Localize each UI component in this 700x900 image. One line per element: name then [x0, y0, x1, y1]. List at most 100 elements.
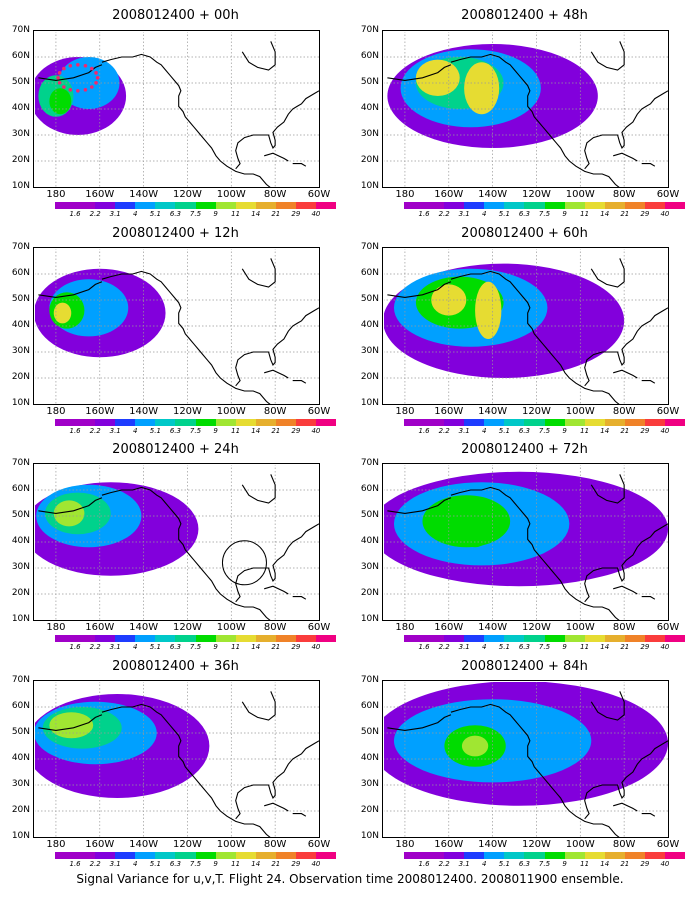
color-scale-swatch [444, 202, 465, 209]
color-scale-label: 21 [271, 860, 281, 868]
longitude-label: 100W [565, 839, 595, 850]
map-frame [33, 247, 320, 405]
color-scale-label: 14 [600, 210, 610, 218]
coastline [235, 307, 320, 387]
color-scale-label: 1.6 [69, 427, 81, 435]
latitude-label: 50N [360, 77, 379, 87]
longitude-label: 140W [478, 189, 508, 200]
color-scale-label: 4 [482, 210, 487, 218]
color-scale-swatch [115, 419, 136, 426]
coastline [584, 523, 669, 603]
color-scale-swatch [215, 852, 236, 859]
color-scale-label: 3.1 [458, 210, 470, 218]
longitude-label: 120W [172, 622, 202, 633]
latitude-label: 30N [360, 346, 379, 356]
coastline [590, 474, 625, 504]
color-scale-swatch [504, 635, 525, 642]
color-scale-swatch [484, 852, 505, 859]
color-scale-label: 7.5 [538, 427, 551, 435]
coastline [450, 53, 621, 188]
color-scale-label: 4 [482, 860, 487, 868]
latitude-label: 60N [360, 484, 379, 494]
longitude-label: 140W [129, 839, 159, 850]
color-scale-bar [404, 202, 686, 209]
color-scale-swatch [464, 202, 485, 209]
color-scale-label: 3.1 [458, 427, 470, 435]
variance-contour [53, 302, 72, 324]
map-frame [33, 30, 320, 188]
panel-title: 2008012400 + 72h [461, 442, 588, 457]
color-scale-label: 9 [562, 210, 567, 218]
coastline [641, 380, 656, 384]
color-scale-label: 11 [231, 427, 241, 435]
map-frame [382, 680, 669, 838]
coastline [264, 152, 289, 162]
longitude-label: 160W [85, 839, 115, 850]
latitude-label: 50N [11, 294, 30, 304]
longitude-label: 160W [434, 189, 464, 200]
color-scale-label: 6.3 [169, 427, 181, 435]
color-scale-label: 2.2 [438, 427, 450, 435]
longitude-label: 160W [85, 622, 115, 633]
color-scale-swatch [255, 635, 276, 642]
color-scale-label: 11 [231, 210, 241, 218]
color-scale-swatch [484, 635, 505, 642]
color-scale-swatch [524, 419, 545, 426]
color-scale-label: 6.3 [518, 427, 530, 435]
variance-contour [464, 62, 500, 115]
color-scale-label: 21 [620, 210, 630, 218]
color-scale-swatch [464, 852, 485, 859]
latitude-label: 40N [360, 103, 379, 113]
color-scale-label: 29 [640, 210, 650, 218]
color-scale-label: 29 [291, 210, 301, 218]
longitude-label: 120W [521, 189, 551, 200]
color-scale-label: 5.1 [149, 427, 161, 435]
longitude-label: 160W [85, 189, 115, 200]
color-scale-label: 11 [580, 427, 590, 435]
longitude-label: 80W [612, 189, 636, 200]
color-scale-swatch [504, 419, 525, 426]
color-scale-label: 6.3 [518, 643, 530, 651]
longitude-label: 120W [172, 406, 202, 417]
latitude-label: 40N [11, 320, 30, 330]
variance-contour [461, 735, 489, 757]
panel-title: 2008012400 + 60h [461, 226, 588, 241]
color-scale-label: 14 [251, 860, 261, 868]
color-scale-swatch [524, 635, 545, 642]
latitude-label: 30N [11, 346, 30, 356]
longitude-label: 80W [612, 622, 636, 633]
latitude-label: 20N [360, 805, 379, 815]
variance-map [33, 30, 320, 188]
color-scale-label: 29 [291, 860, 301, 868]
coastline [584, 307, 669, 387]
color-scale-label: 14 [251, 427, 261, 435]
color-scale-swatch [115, 852, 136, 859]
color-scale-bar [55, 852, 337, 859]
latitude-label: 60N [11, 51, 30, 61]
longitude-label: 60W [307, 189, 331, 200]
color-scale-swatch [75, 202, 96, 209]
color-scale-swatch [564, 202, 585, 209]
color-scale-swatch [644, 852, 666, 859]
color-scale-swatch [665, 635, 686, 642]
color-scale-label: 7.5 [189, 643, 202, 651]
coastline [613, 802, 638, 812]
color-scale-label: 29 [291, 643, 301, 651]
color-scale-swatch [624, 635, 645, 642]
color-scale-label: 14 [600, 427, 610, 435]
variance-contour [49, 712, 94, 739]
longitude-label: 100W [565, 189, 595, 200]
coastline [450, 703, 621, 838]
color-scale-label: 11 [580, 860, 590, 868]
longitude-label: 120W [172, 189, 202, 200]
coastline [613, 585, 638, 595]
latitude-label: 20N [11, 588, 30, 598]
coastline [641, 596, 656, 600]
color-scale-label: 3.1 [458, 860, 470, 868]
coastline [387, 281, 452, 298]
longitude-label: 100W [216, 839, 246, 850]
color-scale-label: 5.1 [498, 210, 510, 218]
latitude-label: 70N [360, 675, 379, 685]
variance-contour [457, 505, 493, 548]
color-scale-swatch [255, 852, 276, 859]
